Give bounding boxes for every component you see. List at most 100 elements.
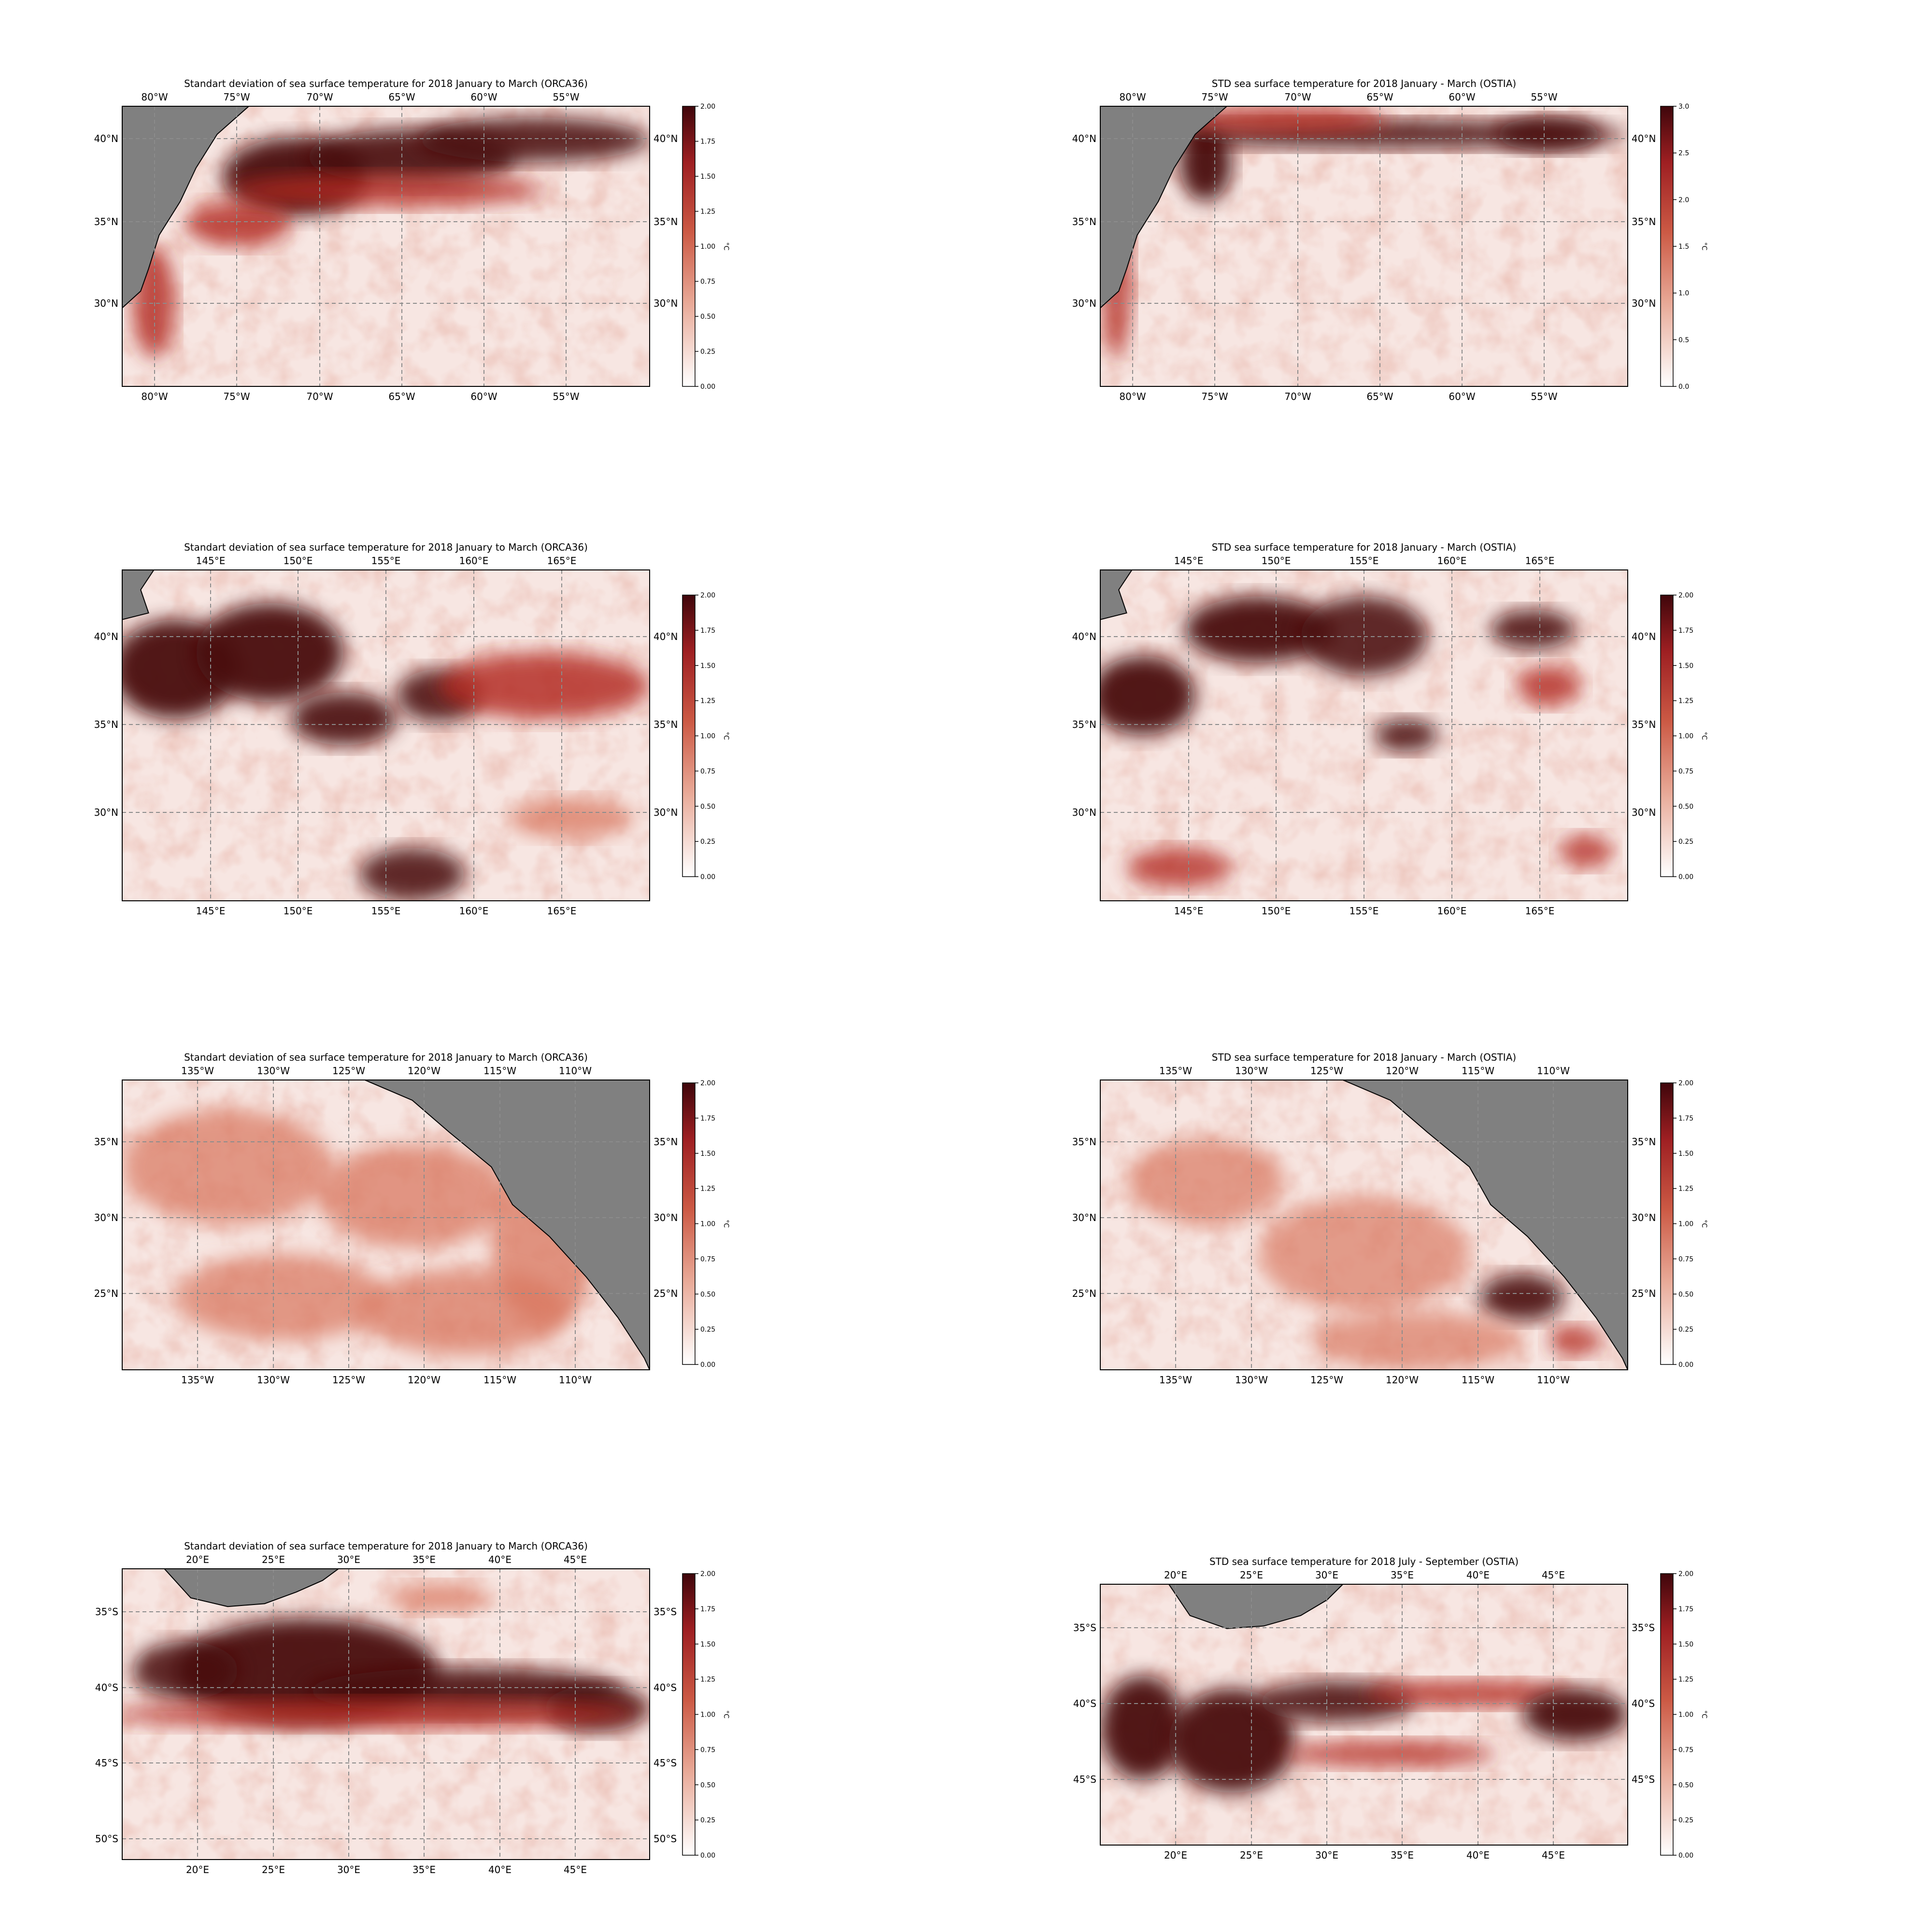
lat-tick-label-left: 30°N [94, 1212, 118, 1223]
lon-tick-label-top: 45°E [1542, 1569, 1565, 1581]
panel-title: Standart deviation of sea surface temper… [184, 1051, 588, 1063]
lon-tick-label-top: 110°W [1537, 1065, 1570, 1077]
sst-std-field [122, 106, 650, 386]
lon-tick-label-bottom: 45°E [1542, 1849, 1565, 1861]
lon-tick-label-top: 70°W [1284, 91, 1311, 103]
colorbar-tick-label: 0.75 [700, 767, 715, 775]
land-mass [122, 570, 155, 620]
lon-tick-label-top: 20°E [186, 1554, 209, 1565]
colorbar-tick-label: 0.25 [700, 1817, 715, 1824]
lon-tick-label-bottom: 20°E [186, 1864, 209, 1875]
colorbar-tick-label: 1.50 [1678, 1641, 1693, 1648]
colorbar-gradient [1660, 1082, 1674, 1365]
high-variability-zone [122, 1109, 333, 1225]
lat-tick-label-right: 50°S [653, 1833, 677, 1845]
colorbar-tick-label: 1.00 [700, 1221, 715, 1228]
colorbar-tick-label: 0.25 [1678, 1817, 1693, 1824]
colorbar-tick-label: 1.00 [700, 1711, 715, 1719]
colorbar-tick-label: 1.75 [700, 627, 715, 635]
colorbar-tick-label: 0.00 [1678, 1361, 1693, 1369]
lat-tick-label-left: 40°N [1072, 133, 1096, 144]
lon-tick-label-top: 40°E [488, 1554, 511, 1565]
colorbar-tick-label: 2.5 [1678, 150, 1689, 157]
lat-tick-label-right: 30°N [653, 1212, 678, 1223]
colorbar-tick-label: 0.25 [700, 348, 715, 356]
map-frame [122, 569, 650, 901]
lon-tick-label-top: 135°W [1159, 1065, 1192, 1077]
lat-tick-label-right: 40°N [1632, 631, 1656, 642]
panel-california-ostia: STD sea surface temperature for 2018 Jan… [1072, 1051, 1708, 1386]
lon-tick-label-top: 165°E [1525, 555, 1555, 567]
lon-tick-label-top: 55°W [553, 91, 579, 103]
map-frame [1100, 106, 1628, 387]
lon-tick-label-top: 75°W [1201, 91, 1228, 103]
high-variability-zone [196, 603, 344, 702]
lat-tick-label-left: 45°S [1073, 1774, 1096, 1785]
colorbar-tick-label: 1.00 [700, 733, 715, 740]
lon-tick-label-bottom: 155°E [371, 905, 401, 917]
lon-tick-label-top: 160°E [1437, 555, 1467, 567]
lat-tick-label-left: 35°N [1072, 216, 1096, 227]
colorbar-tick-label: 2.00 [1678, 592, 1693, 599]
lon-tick-label-bottom: 145°E [1174, 905, 1204, 917]
lon-tick-label-top: 110°W [559, 1065, 592, 1077]
colorbar-tick-label: 0.50 [1678, 1291, 1693, 1298]
lon-tick-label-top: 35°E [412, 1554, 436, 1565]
colorbar-tick-label: 0.50 [700, 803, 715, 810]
panel-agulhas-orca36: Standart deviation of sea surface temper… [95, 1540, 730, 1875]
lat-tick-label-left: 30°N [1072, 298, 1096, 309]
colorbar: 0.00 0.25 0.50 0.75 1.00 1.25 1.50 1.75 2.00 °C [682, 1570, 730, 1860]
colorbar-tick-label: 0.75 [700, 1255, 715, 1263]
high-variability-zone [1126, 848, 1232, 888]
map-frame [122, 106, 650, 387]
land-mass [1168, 1584, 1344, 1629]
lat-tick-label-left: 30°N [1072, 1212, 1096, 1223]
colorbar-gradient [682, 1573, 696, 1856]
high-variability-zone [1364, 1680, 1575, 1707]
colorbar-gradient [682, 106, 696, 387]
lon-tick-label-bottom: 125°W [1310, 1374, 1343, 1386]
lon-tick-label-bottom: 135°W [181, 1374, 214, 1386]
colorbar-tick-label: 0.75 [700, 278, 715, 286]
panel-title: STD sea surface temperature for 2018 Jan… [1212, 78, 1516, 89]
high-variability-zone [1311, 1312, 1522, 1370]
lon-tick-label-bottom: 55°W [553, 391, 579, 402]
colorbar: 0.00 0.25 0.50 0.75 1.00 1.25 1.50 1.75 2.00 °C [682, 592, 730, 881]
high-variability-zone [386, 1583, 492, 1613]
colorbar-gradient [682, 1082, 696, 1365]
lon-tick-label-top: 40°E [1466, 1569, 1490, 1581]
land-mass [364, 1080, 650, 1370]
lat-tick-label-right: 40°S [1632, 1698, 1655, 1709]
colorbar-tick-label: 0.5 [1678, 336, 1689, 344]
lat-tick-label-left: 35°S [1073, 1622, 1096, 1634]
colorbar-tick-label: 1.75 [1678, 1115, 1693, 1122]
panel-california-orca36: Standart deviation of sea surface temper… [94, 1051, 730, 1386]
colorbar-tick-label: 1.25 [700, 1676, 715, 1684]
lat-tick-label-left: 35°N [94, 216, 118, 227]
map-frame [1100, 569, 1628, 901]
high-variability-zone [175, 1254, 386, 1341]
colorbar-tick-label: 0.50 [1678, 803, 1693, 810]
lon-tick-label-top: 45°E [564, 1554, 587, 1565]
lon-tick-label-bottom: 160°E [1437, 905, 1467, 917]
colorbar-unit-label: °C [722, 242, 730, 251]
colorbar-tick-label: 1.50 [700, 1641, 715, 1648]
lat-tick-label-right: 30°N [653, 298, 678, 309]
colorbar-tick-label: 0.00 [700, 1852, 715, 1860]
lon-tick-label-bottom: 160°E [459, 905, 489, 917]
high-variability-zone [1522, 1689, 1628, 1741]
colorbar-tick-label: 2.00 [1678, 1570, 1693, 1578]
panel-agulhas-ostia: STD sea surface temperature for 2018 Jul… [1073, 1556, 1708, 1861]
high-variability-zone [439, 653, 650, 719]
lat-tick-label-right: 40°N [653, 631, 678, 642]
colorbar-gradient [682, 595, 696, 877]
lon-tick-label-bottom: 115°W [1462, 1374, 1494, 1386]
colorbar-tick-label: 1.25 [700, 208, 715, 216]
colorbar-tick-label: 0.00 [700, 873, 715, 881]
panel-title: Standart deviation of sea surface temper… [184, 541, 588, 553]
colorbar-tick-label: 2.0 [1678, 196, 1689, 204]
lat-tick-label-left: 35°S [95, 1606, 118, 1618]
colorbar-unit-label: °C [722, 1710, 730, 1719]
colorbar: 0.00 0.25 0.50 0.75 1.00 1.25 1.50 1.75 2.00 °C [1660, 1570, 1708, 1860]
